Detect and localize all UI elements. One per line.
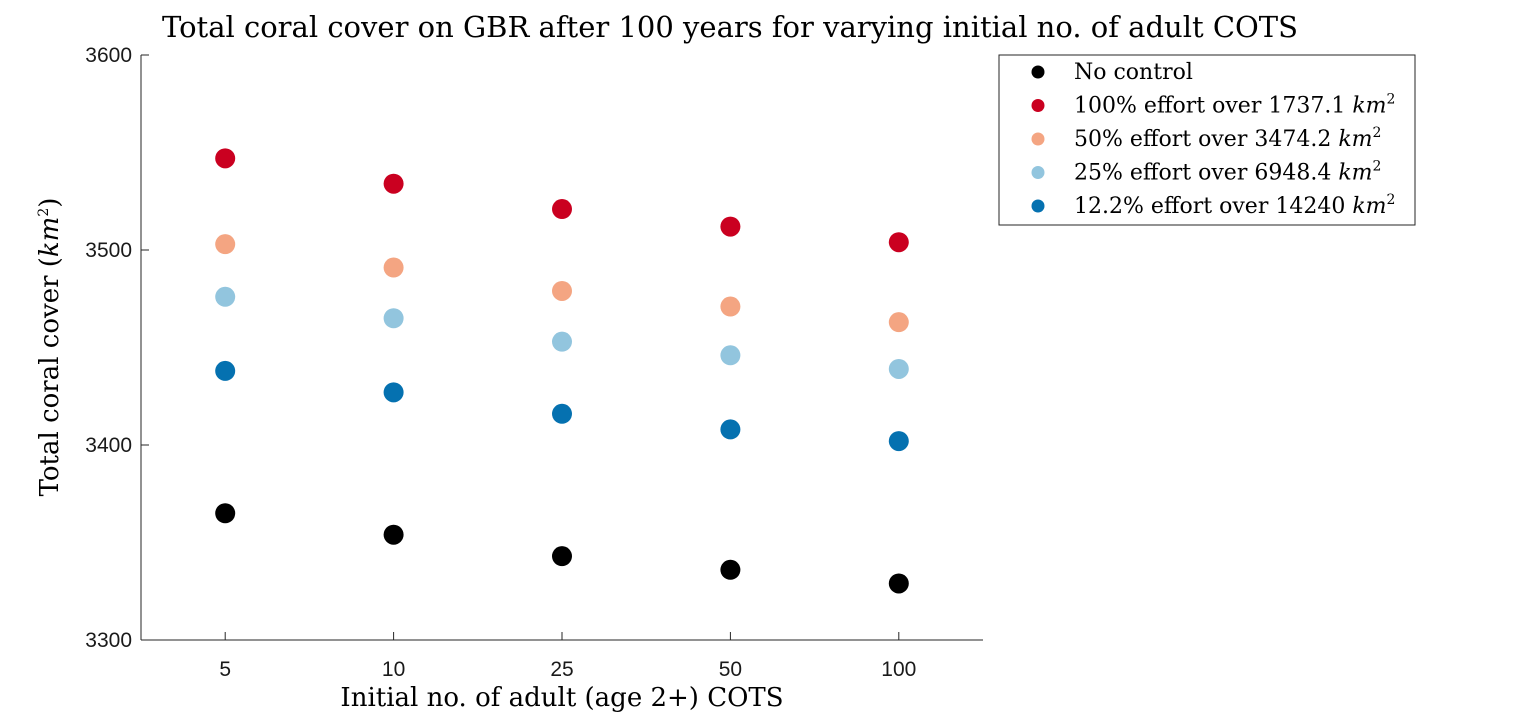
legend-marker [1031, 132, 1045, 146]
legend-entry: 100% effort over 1737.1 km2 [1074, 92, 1395, 119]
legend-marker [1031, 166, 1045, 179]
data-point-series-0 [552, 546, 572, 567]
x-tick-label: 100 [881, 658, 916, 681]
y-tick-label: 3400 [85, 434, 132, 457]
data-point-series-4 [215, 360, 236, 381]
data-point-series-3 [383, 308, 404, 329]
data-point-series-2 [720, 296, 741, 317]
x-tick-label: 5 [219, 658, 231, 681]
x-tick-label: 50 [719, 658, 742, 681]
data-point-series-1 [888, 232, 909, 253]
legend-entry: No control [1074, 60, 1193, 85]
legend-marker [1031, 65, 1045, 79]
data-point-series-2 [215, 234, 236, 255]
data-point-series-4 [720, 419, 741, 440]
legend-box [998, 54, 1416, 226]
data-point-series-3 [720, 345, 741, 366]
legend-marker [1031, 99, 1045, 112]
data-point-series-4 [888, 431, 909, 452]
data-point-series-3 [552, 331, 572, 352]
x-axis-label: Initial no. of adult (age 2+) COTS [340, 683, 783, 713]
chart-title: Total coral cover on GBR after 100 years… [162, 10, 1298, 44]
y-axis-label: Total coral cover (km2) [35, 198, 65, 497]
data-point-series-0 [888, 573, 909, 594]
data-point-series-1 [383, 173, 404, 194]
legend-entry: 25% effort over 6948.4 km2 [1074, 159, 1381, 186]
data-point-series-1 [215, 148, 236, 169]
legend-entry: 50% effort over 3474.2 km2 [1074, 125, 1381, 152]
legend: No control 100% effort over 1737.1 km2 50%… [998, 54, 1416, 226]
data-point-series-0 [215, 503, 236, 524]
data-point-series-0 [720, 559, 741, 580]
legend-entry: 12.2% effort over 14240 km2 [1074, 192, 1395, 219]
data-point-series-1 [720, 216, 741, 237]
x-tick-label: 10 [382, 658, 405, 681]
x-tick-label: 25 [550, 658, 573, 681]
data-point-series-2 [888, 312, 909, 333]
y-tick-label: 3300 [85, 629, 132, 652]
data-point-series-4 [552, 403, 572, 424]
data-points [215, 148, 909, 594]
data-point-series-3 [888, 358, 909, 379]
data-point-series-2 [383, 257, 404, 278]
data-point-series-2 [552, 280, 572, 301]
y-ticks: 3300 3400 3500 3600 [85, 44, 149, 652]
data-point-series-1 [552, 199, 572, 220]
legend-marker [1031, 199, 1045, 213]
y-tick-label: 3600 [85, 44, 132, 67]
data-point-series-3 [215, 286, 236, 307]
y-tick-label: 3500 [85, 239, 132, 262]
data-point-series-4 [383, 382, 404, 403]
x-ticks: 5 10 25 50 100 [219, 632, 916, 681]
data-point-series-0 [383, 524, 404, 545]
